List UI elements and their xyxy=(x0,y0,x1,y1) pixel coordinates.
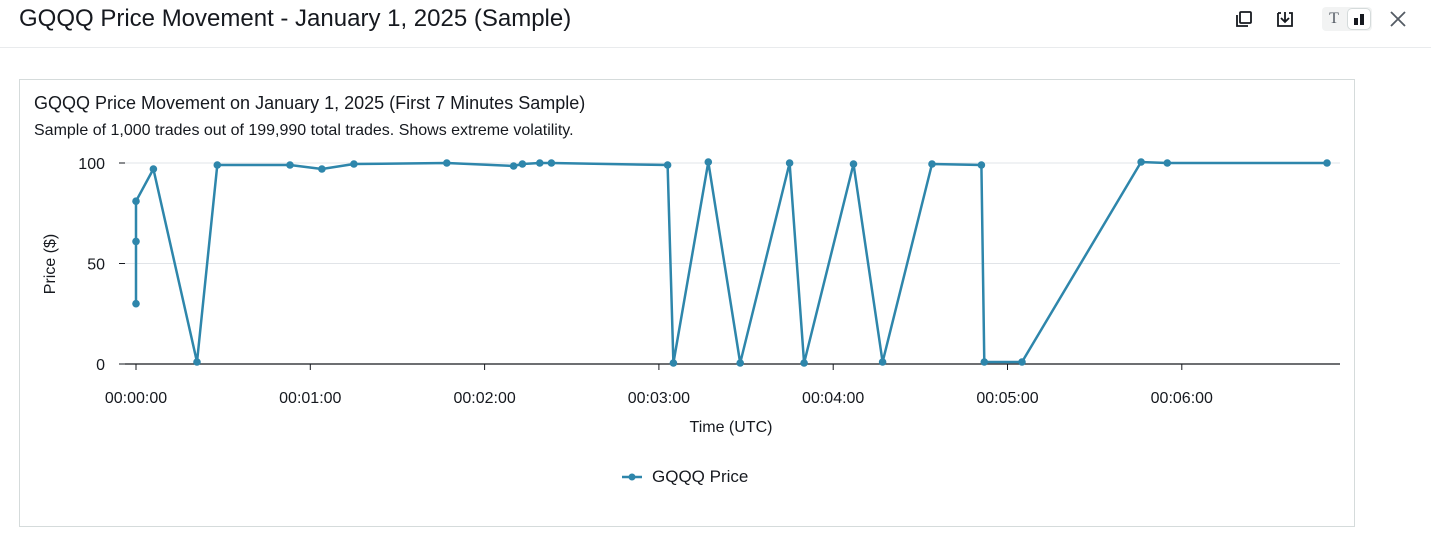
legend: GQQQ Price xyxy=(620,465,748,489)
x-tick-label: 00:02:00 xyxy=(453,390,515,407)
x-tick-label: 00:06:00 xyxy=(1151,390,1213,407)
data-point xyxy=(132,299,140,308)
data-point xyxy=(977,161,986,169)
data-point xyxy=(800,359,808,367)
data-point xyxy=(213,161,222,169)
x-tick-label: 00:00:00 xyxy=(105,390,167,407)
close-button[interactable] xyxy=(1386,7,1410,31)
chart-subtitle: Sample of 1,000 trades out of 199,990 to… xyxy=(34,122,574,139)
copy-icon xyxy=(1236,11,1252,27)
data-point xyxy=(849,160,858,168)
data-point xyxy=(878,358,887,366)
data-point xyxy=(149,165,158,173)
x-tick-label: 00:05:00 xyxy=(976,390,1038,407)
data-point xyxy=(443,159,451,167)
data-point xyxy=(1137,158,1145,166)
series-line xyxy=(134,160,1327,365)
chart-view-toggle[interactable] xyxy=(1348,9,1370,29)
data-point xyxy=(669,359,678,367)
chart-view-icon xyxy=(1354,14,1364,25)
y-tick-label: 0 xyxy=(96,357,105,374)
y-tick-label: 50 xyxy=(87,257,105,274)
data-point xyxy=(193,358,201,366)
data-point xyxy=(1163,159,1172,167)
data-point xyxy=(928,160,936,168)
chart-title: GQQQ Price Movement on January 1, 2025 (… xyxy=(34,93,586,113)
copy-button[interactable] xyxy=(1232,7,1256,31)
legend-label: GQQQ Price xyxy=(652,467,749,486)
legend-line-marker xyxy=(622,473,642,481)
data-point xyxy=(132,237,140,246)
x-tick-label: 00:01:00 xyxy=(279,390,341,407)
data-point xyxy=(1018,358,1026,366)
data-point xyxy=(785,159,794,167)
data-point xyxy=(318,165,326,173)
data-point xyxy=(663,161,672,169)
y-axis-label: Price ($) xyxy=(42,234,59,294)
data-point xyxy=(132,197,140,205)
data-point xyxy=(547,159,556,167)
panel-header: GQQQ Price Movement - January 1, 2025 (S… xyxy=(0,0,1431,48)
data-point xyxy=(704,158,713,166)
close-icon xyxy=(1390,11,1406,27)
data-point xyxy=(980,358,989,366)
download-button[interactable] xyxy=(1273,7,1297,31)
data-point xyxy=(509,162,518,170)
text-view-icon: T xyxy=(1329,10,1339,27)
y-tick-label: 100 xyxy=(78,156,105,173)
data-point xyxy=(736,359,744,367)
page-title: GQQQ Price Movement - January 1, 2025 (S… xyxy=(19,5,572,32)
data-point xyxy=(286,161,294,169)
data-point xyxy=(350,160,358,168)
x-axis-label: Time (UTC) xyxy=(690,419,773,436)
x-tick-label: 00:04:00 xyxy=(802,390,864,407)
text-view-toggle[interactable]: T xyxy=(1322,8,1346,30)
chart-card xyxy=(19,79,1355,527)
data-point xyxy=(1323,159,1331,167)
data-point xyxy=(518,160,527,168)
x-tick-label: 00:03:00 xyxy=(628,390,690,407)
data-point xyxy=(536,159,544,167)
view-toggle: T xyxy=(1322,7,1372,31)
download-icon xyxy=(1277,12,1293,27)
